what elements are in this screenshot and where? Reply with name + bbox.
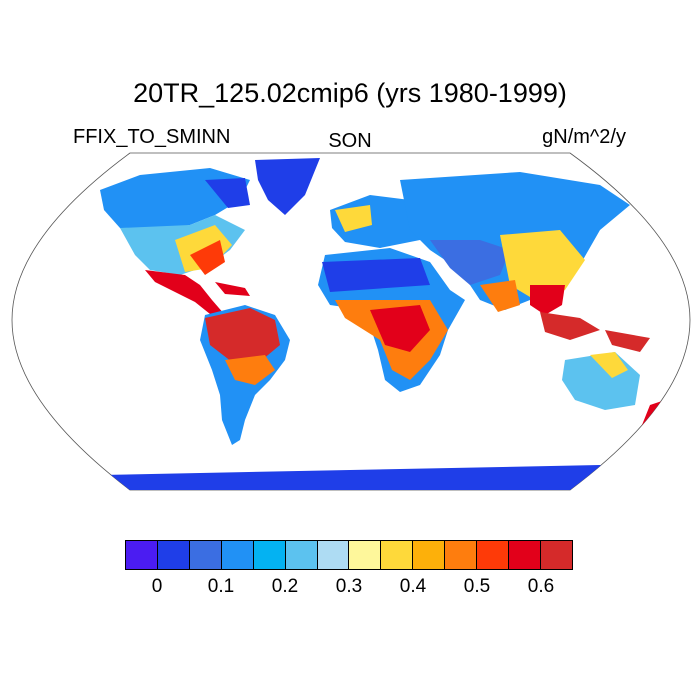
indonesia	[540, 312, 600, 340]
colorbar-swatch	[317, 541, 350, 569]
colorbar-tick-label: 0.6	[527, 576, 555, 597]
colorbar-swatch	[381, 541, 414, 569]
colorbar-swatch	[349, 541, 382, 569]
central-america	[145, 270, 225, 318]
units-label: gN/m^2/y	[542, 126, 626, 148]
colorbar-swatch	[157, 541, 190, 569]
variable-label: FFIX_TO_SMINN	[73, 126, 231, 148]
colorbar-tick-label: 0	[151, 576, 163, 597]
greenland	[255, 158, 320, 215]
season-label: SON	[328, 130, 372, 152]
colorbar-tick-label: 0.3	[335, 576, 363, 597]
colorbar-tick-label: 0.5	[463, 576, 491, 597]
colorbar-swatch	[221, 541, 254, 569]
colorbar-swatch	[509, 541, 541, 569]
colorbar-swatch	[253, 541, 286, 569]
colorbar	[125, 540, 573, 570]
colorbar-swatch	[285, 541, 318, 569]
colorbar-tick-label: 0.2	[271, 576, 299, 597]
colorbar-tick-label: 0.1	[207, 576, 235, 597]
colorbar-swatch	[413, 541, 446, 569]
antarctica	[60, 465, 640, 490]
colorbar-swatch	[189, 541, 222, 569]
colorbar-swatch	[477, 541, 510, 569]
colorbar-tick-label: 0.4	[399, 576, 427, 597]
colorbar-swatch	[540, 541, 572, 569]
map-title: 20TR_125.02cmip6 (yrs 1980-1999)	[133, 78, 567, 108]
colorbar-swatch	[126, 541, 158, 569]
colorbar-swatch	[445, 541, 478, 569]
